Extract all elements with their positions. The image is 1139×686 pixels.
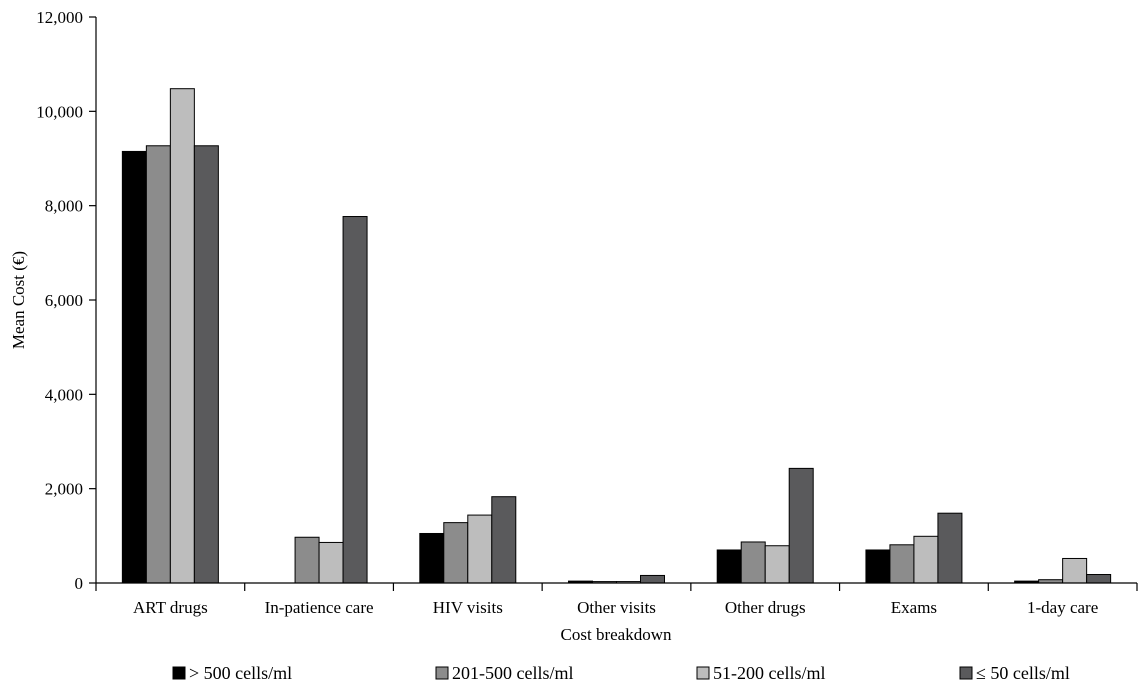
legend-swatch	[959, 666, 973, 680]
y-tick-label: 2,000	[45, 480, 83, 499]
x-axis-title: Cost breakdown	[561, 625, 672, 644]
bar	[121, 150, 147, 584]
legend: > 500 cells/ml 201-500 cells/ml 51-200 cel…	[172, 663, 1070, 683]
bar	[937, 512, 963, 584]
bar	[865, 549, 891, 584]
legend-label: > 500 cells/ml	[189, 663, 292, 683]
legend-swatch	[172, 666, 186, 680]
x-tick-label: Exams	[891, 598, 937, 617]
legend-label: 201-500 cells/ml	[452, 663, 573, 683]
legend-label: 51-200 cells/ml	[713, 663, 825, 683]
bar	[1086, 574, 1112, 584]
bar	[788, 467, 814, 584]
x-tick-label: ART drugs	[133, 598, 208, 617]
bar	[1062, 557, 1088, 584]
axes-layer	[89, 16, 1138, 591]
bar	[716, 549, 742, 584]
x-tick-label: Other visits	[577, 598, 656, 617]
y-tick-label: 8,000	[45, 197, 83, 216]
legend-label: ≤ 50 cells/ml	[976, 663, 1070, 683]
bar	[913, 535, 939, 584]
x-tick-label: In-patience care	[265, 598, 374, 617]
bar	[764, 545, 790, 584]
bar	[443, 522, 469, 584]
bar	[889, 544, 915, 584]
y-tick-label: 6,000	[45, 291, 83, 310]
bar	[342, 216, 368, 584]
bar	[467, 514, 493, 584]
legend-swatch	[696, 666, 710, 680]
y-tick-label: 0	[75, 574, 84, 593]
bar	[419, 532, 445, 584]
legend-swatch	[435, 666, 449, 680]
bar	[169, 88, 195, 584]
y-tick-label: 12,000	[36, 8, 83, 27]
bar	[740, 541, 766, 584]
labels-layer: 0 2,000 4,000 6,000 8,000 10,000 12,000 ART dru…	[36, 8, 1098, 617]
bars-layer	[121, 88, 1112, 584]
y-tick-label: 10,000	[36, 102, 83, 121]
bar	[491, 496, 517, 584]
bar	[640, 574, 665, 584]
x-tick-label: HIV visits	[433, 598, 503, 617]
y-tick-label: 4,000	[45, 385, 83, 404]
x-tick-label: Other drugs	[725, 598, 806, 617]
bar	[318, 541, 344, 584]
y-axis-title: Mean Cost (€)	[9, 251, 28, 349]
x-tick-label: 1-day care	[1027, 598, 1098, 617]
bar	[193, 145, 219, 584]
bar	[145, 145, 171, 584]
bar	[294, 536, 320, 584]
